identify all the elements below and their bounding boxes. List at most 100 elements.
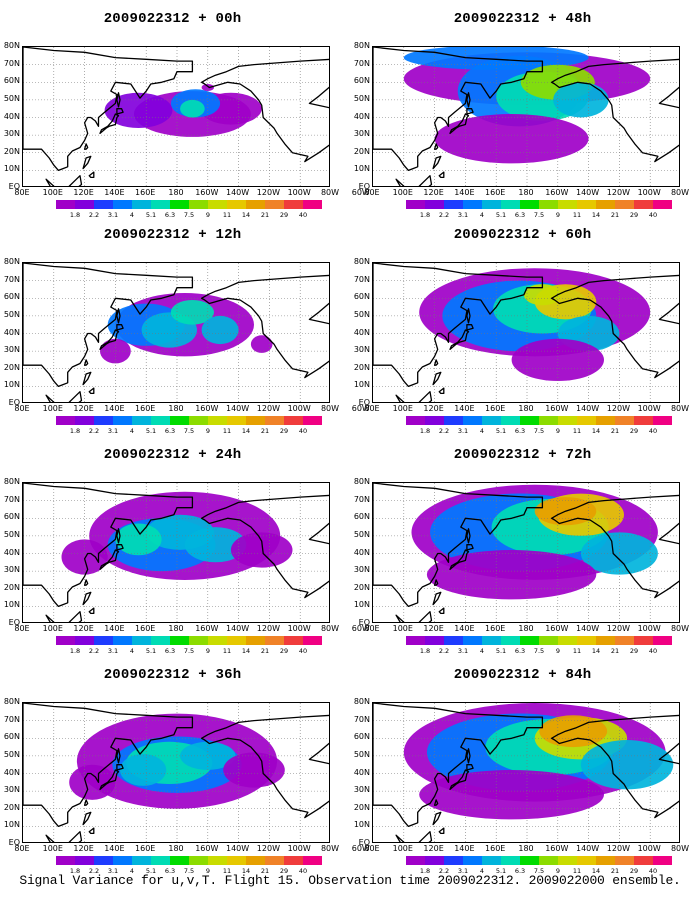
coastline (45, 394, 55, 402)
colorbar-label: 5.1 (145, 867, 157, 875)
colorbar-label: 9 (205, 211, 211, 219)
y-tick-label: 10N (353, 380, 370, 390)
y-tick-label: 50N (3, 749, 20, 759)
y-tick-label: 70N (353, 274, 370, 284)
colorbar-label: 14 (591, 427, 601, 435)
coastline (373, 483, 544, 608)
x-tick-label: 160W (195, 624, 219, 633)
coastline (550, 58, 679, 163)
colorbar-label: 3.1 (457, 211, 469, 219)
colorbar-swatch (132, 856, 151, 865)
coastline (466, 544, 474, 551)
coastline (82, 155, 92, 170)
y-tick-label: 40N (3, 111, 20, 121)
colorbar-swatch (539, 416, 558, 425)
panel-24h: 2009022312 + 24h EQ 10N 20N 30N 40N 50N 60N 70N 8… (0, 441, 370, 663)
y-tick-label: 50N (353, 93, 370, 103)
colorbar-swatch (539, 856, 558, 865)
coastline (466, 92, 471, 108)
variance-shading (170, 300, 214, 325)
x-tick-label: 160E (485, 624, 506, 633)
x-tick-label: 120W (606, 188, 630, 197)
map-plot (372, 702, 680, 843)
figure-caption: Signal Variance for u,v,T. Flight 15. Ob… (19, 873, 681, 888)
colorbar-swatch (425, 636, 444, 645)
y-tick-label: 10N (353, 600, 370, 610)
colorbar-label: 14 (591, 867, 601, 875)
y-tick-label: 50N (3, 309, 20, 319)
colorbar-swatch (75, 416, 94, 425)
colorbar-swatch (615, 416, 634, 425)
x-tick-label: 80W (670, 624, 690, 633)
colorbar-label: 3.1 (107, 427, 119, 435)
x-tick-label: 60W (696, 404, 700, 413)
x-tick-label: 120W (606, 404, 630, 413)
y-tick-label: 30N (353, 345, 370, 355)
x-tick-label: 80W (320, 844, 340, 853)
x-tick-label: 140E (104, 624, 125, 633)
colorbar-label: 2.2 (438, 867, 450, 875)
x-tick-label: 80E (364, 404, 380, 413)
x-tick-label: 160E (485, 404, 506, 413)
colorbar-label: 6.3 (164, 211, 176, 219)
colorbar-label: 29 (629, 867, 639, 875)
x-tick-label: 60W (351, 404, 370, 413)
colorbar-label: 5.1 (495, 647, 507, 655)
colorbar-swatch (634, 416, 653, 425)
y-tick-label: 60N (353, 292, 370, 302)
y-tick-label: 40N (353, 327, 370, 337)
x-tick-label: 160E (485, 188, 506, 197)
x-tick-label: 60W (351, 844, 370, 853)
x-tick-label: 100W (637, 624, 661, 633)
colorbar-swatch (558, 636, 577, 645)
colorbar-swatch (265, 856, 284, 865)
colorbar-label: 21 (260, 647, 270, 655)
x-tick-label: 60W (351, 188, 370, 197)
y-tick-label: 50N (353, 309, 370, 319)
coastline (438, 607, 445, 615)
coastline (418, 391, 433, 402)
coastline (373, 47, 544, 172)
colorbar-label: 14 (591, 211, 601, 219)
x-tick-label: 120W (256, 624, 280, 633)
coastline (82, 811, 92, 826)
x-tick-label: 120E (73, 624, 94, 633)
colorbar-swatch (634, 636, 653, 645)
panel-title: 2009022312 + 36h (103, 667, 242, 683)
y-tick-label: EQ (358, 398, 370, 407)
colorbar-swatch (246, 636, 265, 645)
x-tick-label: 140E (104, 188, 125, 197)
colorbar-label: 29 (629, 211, 639, 219)
x-tick-label: 80E (14, 188, 30, 197)
y-tick-label: 70N (3, 274, 20, 284)
colorbar (406, 636, 672, 645)
x-tick-label: 120W (256, 188, 280, 197)
colorbar-swatch (56, 200, 75, 209)
colorbar-label: 40 (298, 647, 308, 655)
y-tick-label: 60N (3, 512, 20, 522)
coastline (550, 494, 679, 599)
x-tick-label: 160E (485, 844, 506, 853)
y-tick-label: 40N (3, 327, 20, 337)
coastline (88, 387, 95, 395)
colorbar-label: 14 (241, 867, 251, 875)
colorbar-swatch (151, 856, 170, 865)
x-tick-label: 100W (637, 404, 661, 413)
x-tick-label: 140W (226, 624, 250, 633)
y-tick-label: 60N (3, 76, 20, 86)
colorbar-label: 21 (610, 427, 620, 435)
colorbar-label: 6.3 (514, 211, 526, 219)
colorbar-swatch (653, 416, 672, 425)
coastline (116, 544, 124, 551)
colorbar-label: 9 (555, 867, 561, 875)
colorbar-swatch (425, 200, 444, 209)
x-tick-label: 160W (545, 844, 569, 853)
colorbar-label: 9 (555, 647, 561, 655)
colorbar-swatch (520, 636, 539, 645)
colorbar-swatch (444, 856, 463, 865)
colorbar-swatch (444, 200, 463, 209)
colorbar-label: 2.2 (88, 211, 100, 219)
colorbar-label: 40 (298, 427, 308, 435)
colorbar-swatch (284, 636, 303, 645)
colorbar-swatch (577, 856, 596, 865)
